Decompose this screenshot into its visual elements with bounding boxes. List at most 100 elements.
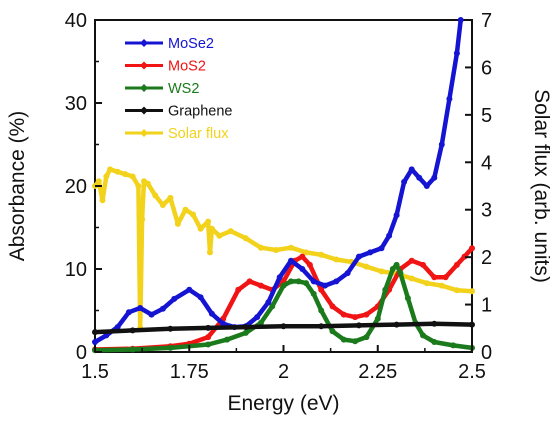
data-point-mose2 — [299, 266, 306, 272]
data-point-solar-flux — [333, 256, 340, 263]
data-point-mose2 — [159, 305, 166, 312]
data-point-mose2 — [401, 178, 408, 185]
data-point-solar-flux — [152, 192, 159, 199]
data-point-graphene — [129, 327, 136, 334]
data-point-ws2 — [382, 286, 389, 293]
data-point-mose2 — [446, 95, 453, 102]
data-point-solar-flux — [438, 282, 445, 289]
y-axis-left: 0 10 20 30 40 — [65, 10, 102, 364]
data-point-solar-flux — [174, 220, 181, 227]
data-point-mos2 — [318, 286, 325, 293]
data-point-mose2 — [148, 311, 155, 318]
data-point-mose2 — [344, 270, 351, 277]
y-axis-title: Absorbance (%) — [6, 111, 29, 262]
data-point-solar-flux — [423, 280, 430, 287]
data-point-ws2 — [280, 282, 287, 289]
legend-marker-mose2 — [140, 39, 148, 47]
data-point-mose2 — [186, 286, 193, 293]
data-point-solar-flux — [288, 244, 294, 251]
data-point-mose2 — [408, 166, 415, 173]
data-point-ws2 — [318, 307, 325, 314]
y2-tick-label: 7 — [481, 10, 492, 32]
data-point-graphene — [205, 324, 212, 331]
data-point-solar-flux — [453, 287, 460, 294]
data-point-solar-flux — [159, 202, 166, 208]
x-tick-label: 1.5 — [81, 361, 109, 383]
data-point-solar-flux — [378, 268, 385, 275]
data-point-solar-flux — [114, 168, 121, 175]
data-point-mose2 — [288, 257, 294, 264]
legend-marker-graphene — [140, 106, 148, 115]
legend-marker-solar-flux — [140, 129, 148, 137]
data-point-graphene — [167, 325, 174, 332]
data-point-ws2 — [404, 295, 411, 302]
data-point-mos2 — [431, 274, 438, 281]
data-point-mose2 — [254, 314, 261, 321]
y2-tick-label: 0 — [481, 342, 492, 364]
data-point-solar-flux — [205, 218, 212, 225]
data-point-ws2 — [269, 303, 276, 310]
legend-label-graphene: Graphene — [168, 104, 233, 120]
data-point-ws2 — [340, 336, 347, 343]
data-point-mos2 — [329, 303, 336, 310]
data-point-solar-flux — [257, 244, 264, 251]
data-point-ws2 — [363, 334, 370, 341]
y2-tick-label: 4 — [481, 152, 492, 174]
data-point-ws2 — [310, 290, 317, 297]
data-point-mos2 — [469, 245, 475, 252]
data-point-solar-flux — [95, 178, 102, 185]
data-point-ws2 — [224, 336, 230, 343]
y-tick-label: 30 — [65, 93, 87, 115]
y-tick-label: 20 — [65, 176, 87, 198]
data-point-mose2 — [171, 295, 178, 302]
legend-label-ws2: WS2 — [168, 81, 199, 97]
data-point-solar-flux — [99, 197, 106, 204]
data-point-ws2 — [242, 329, 249, 336]
data-point-mose2 — [393, 212, 400, 219]
x-tick-label: 2 — [278, 361, 289, 383]
data-point-mose2 — [457, 17, 464, 23]
data-point-ws2 — [374, 315, 381, 322]
data-point-graphene — [393, 321, 400, 328]
data-point-mose2 — [208, 310, 215, 317]
data-point-graphene — [469, 321, 475, 328]
data-point-mose2 — [92, 339, 98, 345]
data-point-graphene — [92, 329, 98, 336]
y2-tick-label: 1 — [481, 295, 492, 317]
legend-label-mose2: MoSe2 — [168, 36, 214, 52]
x-tick-label: 2.5 — [458, 361, 486, 383]
data-point-ws2 — [288, 278, 294, 285]
data-point-mos2 — [420, 261, 426, 268]
data-point-mose2 — [322, 282, 328, 289]
data-point-solar-flux — [303, 249, 310, 256]
x-tick-label: 2.25 — [358, 361, 397, 383]
y2-tick-label: 6 — [481, 57, 492, 79]
data-point-solar-flux — [190, 211, 196, 218]
data-point-ws2 — [393, 261, 400, 268]
data-point-solar-flux — [363, 263, 370, 270]
series-line-mos2 — [92, 246, 475, 352]
data-point-graphene — [280, 323, 287, 330]
data-point-mose2 — [137, 305, 144, 311]
data-point-ws2 — [389, 266, 396, 272]
data-point-mos2 — [235, 286, 242, 293]
data-point-solar-flux — [318, 251, 325, 258]
data-point-mose2 — [125, 309, 132, 316]
data-point-ws2 — [205, 341, 212, 348]
legend-label-mos2: MoS2 — [168, 59, 206, 75]
data-point-mose2 — [423, 183, 430, 189]
data-point-mos2 — [408, 257, 415, 264]
data-point-solar-flux — [242, 235, 249, 242]
data-point-solar-flux — [273, 247, 279, 253]
data-point-mose2 — [367, 249, 374, 256]
data-point-mos2 — [442, 274, 449, 281]
data-point-graphene — [431, 320, 438, 327]
legend-marker-ws2 — [140, 84, 148, 92]
data-point-solar-flux — [139, 216, 146, 223]
y-tick-label: 10 — [65, 259, 87, 281]
data-point-ws2 — [303, 280, 310, 287]
data-point-mos2 — [453, 261, 460, 268]
y2-axis-title: Solar flux (arb. units) — [530, 89, 550, 283]
data-point-mose2 — [310, 278, 317, 285]
